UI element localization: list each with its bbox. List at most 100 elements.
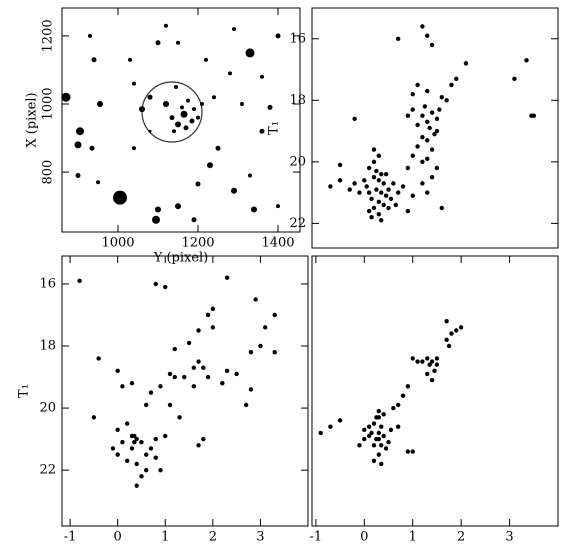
point (153, 436, 158, 442)
point (429, 147, 435, 152)
point (129, 381, 135, 386)
point (379, 190, 384, 195)
point (337, 162, 343, 168)
point (405, 165, 411, 171)
point (76, 127, 84, 136)
point (434, 128, 440, 134)
point (391, 405, 396, 411)
point (196, 328, 201, 333)
point (260, 74, 264, 79)
point (132, 440, 137, 445)
point (210, 306, 216, 311)
point (369, 215, 374, 220)
point (395, 190, 401, 195)
x-tick-label: 0 (114, 530, 122, 544)
point (129, 446, 135, 451)
point (148, 129, 152, 133)
point (212, 95, 216, 100)
point (425, 138, 430, 143)
y-tick-label: 20 (39, 401, 56, 416)
y-tick-label: 18 (39, 339, 56, 354)
panel-frame (61, 255, 309, 527)
point (395, 424, 401, 429)
point (425, 371, 430, 377)
point (388, 196, 394, 201)
point (139, 106, 145, 113)
point (74, 141, 82, 149)
x-tick-label: 3 (256, 530, 264, 544)
point (201, 436, 206, 442)
point (446, 343, 452, 349)
point (191, 217, 197, 223)
point (155, 40, 161, 46)
point (191, 365, 197, 370)
point (376, 408, 382, 414)
x-tick-label: -1 (310, 530, 323, 544)
point (75, 172, 81, 178)
point (134, 483, 139, 488)
point (91, 57, 97, 63)
point (449, 331, 454, 336)
point (425, 33, 430, 38)
point (395, 402, 401, 408)
y-axis-label: T₁ (267, 121, 282, 135)
point (376, 153, 382, 158)
point (364, 184, 369, 189)
point (240, 102, 244, 106)
y-axis-label: X (pixel) (25, 92, 40, 147)
point (374, 436, 379, 442)
point (96, 356, 101, 361)
point (524, 58, 529, 63)
point (132, 81, 136, 86)
y-tick-label: 22 (39, 463, 56, 478)
point (429, 110, 435, 115)
x-tick-label: 1 (409, 530, 417, 544)
point (172, 129, 176, 134)
cluster-radius-circle (141, 81, 203, 143)
point (113, 190, 127, 205)
point (318, 430, 323, 436)
point (376, 415, 382, 420)
y-tick-label: 20 (289, 154, 306, 169)
y-tick-label: 18 (289, 93, 306, 108)
point (454, 328, 459, 333)
point (379, 461, 384, 467)
point (439, 95, 444, 100)
point (155, 206, 161, 213)
point (463, 61, 469, 66)
point (381, 181, 386, 186)
point (196, 359, 201, 364)
point (420, 135, 425, 140)
point (410, 153, 415, 158)
point (195, 181, 201, 187)
point (275, 33, 281, 39)
point (215, 145, 221, 151)
point (366, 433, 372, 439)
point (362, 427, 367, 432)
y-tick-label: 16 (289, 31, 306, 46)
point (357, 190, 362, 195)
panel-frame (311, 255, 559, 527)
point (415, 359, 420, 364)
point (91, 415, 97, 420)
point (96, 180, 100, 185)
x-tick-label: 0 (360, 530, 368, 544)
point (169, 115, 175, 121)
point (61, 92, 71, 102)
point (228, 71, 232, 76)
point (147, 94, 153, 100)
point (234, 371, 239, 377)
point (386, 205, 391, 211)
point (175, 121, 181, 128)
point (420, 181, 425, 186)
point (422, 104, 428, 109)
point (366, 424, 372, 429)
point (405, 449, 411, 454)
point (395, 36, 401, 41)
point (444, 318, 449, 324)
y-axis-label: T₁ (17, 384, 32, 398)
point (347, 187, 352, 192)
point (189, 118, 195, 124)
point (163, 433, 168, 439)
point (89, 145, 95, 151)
